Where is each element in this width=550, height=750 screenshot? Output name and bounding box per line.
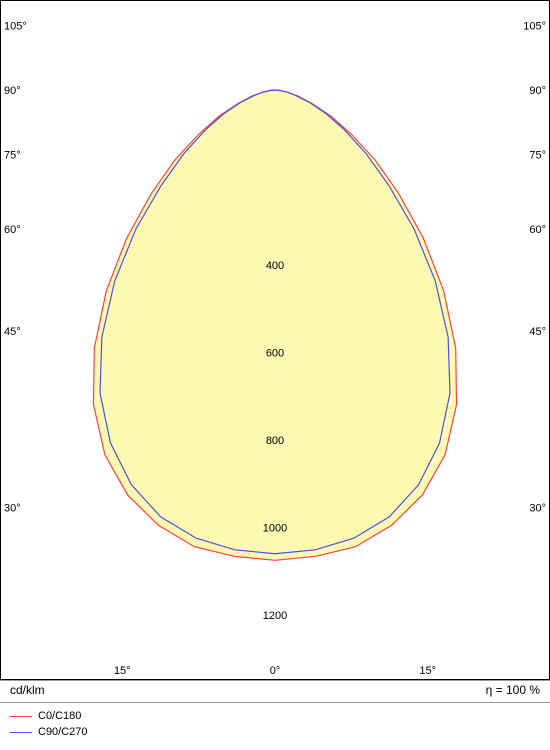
svg-text:0°: 0° bbox=[270, 665, 281, 677]
legend-swatch bbox=[10, 716, 32, 717]
svg-text:45°: 45° bbox=[4, 326, 21, 338]
separator-line bbox=[0, 680, 550, 681]
chart-container: 400 600 800 1000 1200 0° 15° 15° 30° 30° 45° 45° 60°… bbox=[0, 0, 550, 750]
separator-line-2 bbox=[0, 702, 550, 703]
legend: C0/C180 C90/C270 bbox=[10, 708, 88, 740]
svg-text:60°: 60° bbox=[529, 224, 546, 236]
legend-item: C0/C180 bbox=[10, 708, 88, 724]
polar-chart: 400 600 800 1000 1200 0° 15° 15° 30° 30° 45° 45° 60°… bbox=[0, 0, 550, 680]
svg-text:400: 400 bbox=[266, 260, 284, 272]
legend-item: C90/C270 bbox=[10, 724, 88, 740]
efficiency-label: η = 100 % bbox=[486, 683, 540, 697]
svg-text:800: 800 bbox=[266, 435, 284, 447]
svg-text:1000: 1000 bbox=[263, 523, 287, 535]
svg-text:105°: 105° bbox=[523, 20, 546, 32]
svg-text:600: 600 bbox=[266, 348, 284, 360]
svg-text:90°: 90° bbox=[4, 85, 21, 97]
unit-label: cd/klm bbox=[10, 683, 45, 697]
svg-text:45°: 45° bbox=[529, 326, 546, 338]
svg-text:15°: 15° bbox=[419, 665, 436, 677]
svg-text:90°: 90° bbox=[529, 85, 546, 97]
svg-text:15°: 15° bbox=[114, 665, 131, 677]
svg-text:105°: 105° bbox=[4, 20, 27, 32]
legend-label: C0/C180 bbox=[38, 710, 81, 722]
svg-text:1200: 1200 bbox=[263, 610, 287, 622]
footer-row: cd/klm η = 100 % bbox=[0, 683, 550, 697]
svg-text:30°: 30° bbox=[529, 502, 546, 514]
svg-text:75°: 75° bbox=[4, 150, 21, 162]
svg-text:30°: 30° bbox=[4, 502, 21, 514]
legend-swatch bbox=[10, 732, 32, 733]
legend-label: C90/C270 bbox=[38, 726, 88, 738]
svg-text:60°: 60° bbox=[4, 224, 21, 236]
svg-text:75°: 75° bbox=[529, 150, 546, 162]
